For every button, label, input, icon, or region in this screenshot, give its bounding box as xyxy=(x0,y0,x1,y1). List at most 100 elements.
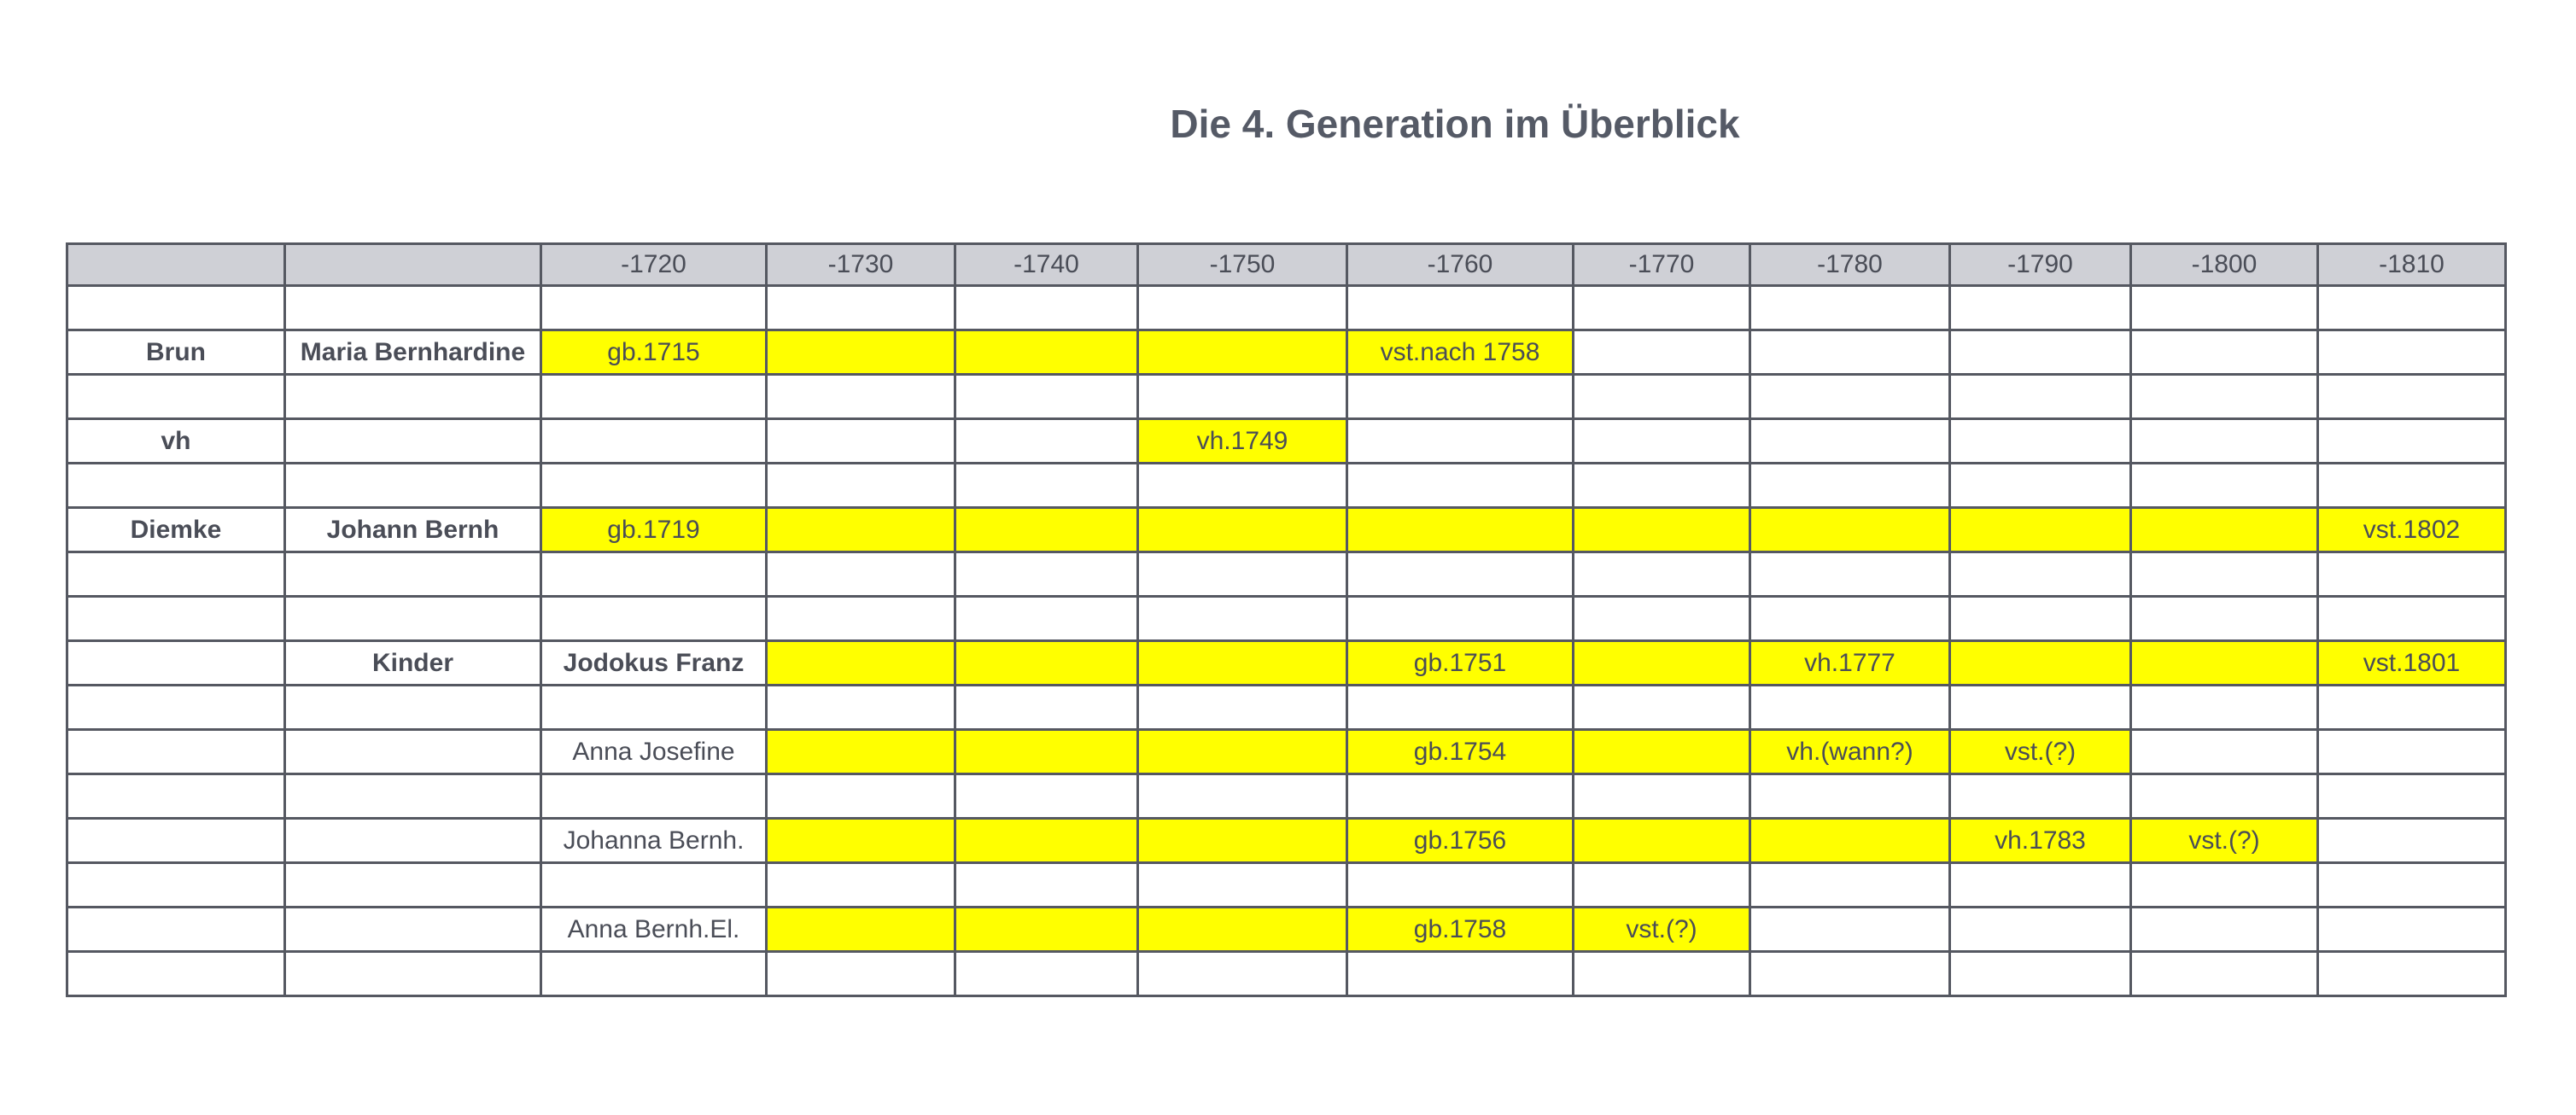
table-row: Johanna Bernh. gb.1756 vh.1783 vst.(?) xyxy=(66,817,2507,864)
table-cell: vh.(wann?) xyxy=(1749,728,1951,775)
table-cell xyxy=(540,462,768,509)
table-cell: gb.1754 xyxy=(1346,728,1574,775)
table-cell xyxy=(283,773,542,820)
table-row: Brun Maria Bernhardine gb.1715 vst.nach 175… xyxy=(66,329,2507,376)
table-cell xyxy=(1572,950,1751,997)
table-cell xyxy=(66,906,286,953)
table-cell xyxy=(2129,373,2319,420)
table-cell xyxy=(2316,462,2507,509)
table-cell xyxy=(1948,950,2132,997)
table-cell xyxy=(2129,773,2319,820)
table-row xyxy=(66,773,2507,820)
table-cell xyxy=(765,417,956,464)
table-cell: vst.(?) xyxy=(2129,817,2319,864)
table-cell: vh.1749 xyxy=(1136,417,1348,464)
table-cell xyxy=(765,906,956,953)
table-cell xyxy=(954,284,1139,331)
table-cell xyxy=(540,950,768,997)
table-cell xyxy=(283,684,542,731)
table-cell xyxy=(1749,906,1951,953)
table-cell xyxy=(1572,506,1751,553)
table-cell xyxy=(954,773,1139,820)
table-cell xyxy=(2316,817,2507,864)
table-cell xyxy=(765,551,956,598)
table-cell xyxy=(1749,373,1951,420)
year-header: -1810 xyxy=(2316,242,2507,287)
table-cell xyxy=(283,417,542,464)
table-cell xyxy=(1572,417,1751,464)
table-cell xyxy=(2129,284,2319,331)
table-cell xyxy=(1136,462,1348,509)
table-row: Anna Josefine gb.1754 vh.(wann?) vst.(?) xyxy=(66,728,2507,775)
table-cell xyxy=(2129,462,2319,509)
table-cell xyxy=(954,906,1139,953)
table-cell xyxy=(1346,950,1574,997)
table-cell: Anna Bernh.El. xyxy=(540,906,768,953)
table-cell xyxy=(1948,462,2132,509)
table-row xyxy=(66,684,2507,731)
table-cell xyxy=(1572,373,1751,420)
table-cell xyxy=(66,551,286,598)
table-row: Diemke Johann Bernh gb.1719 vst.1802 xyxy=(66,506,2507,553)
header-cell xyxy=(283,242,542,287)
table-cell xyxy=(954,506,1139,553)
table-cell: vh.1783 xyxy=(1948,817,2132,864)
table-cell xyxy=(1346,861,1574,908)
table-cell xyxy=(954,329,1139,376)
table-cell xyxy=(283,373,542,420)
table-cell xyxy=(1346,462,1574,509)
year-header: -1800 xyxy=(2129,242,2319,287)
table-cell xyxy=(1136,284,1348,331)
table-cell xyxy=(1572,462,1751,509)
table-cell xyxy=(540,861,768,908)
year-header: -1760 xyxy=(1346,242,1574,287)
table-cell xyxy=(765,773,956,820)
table-cell xyxy=(283,595,542,642)
table-cell xyxy=(1948,639,2132,686)
table-cell: vst.(?) xyxy=(1572,906,1751,953)
table-cell: vst.nach 1758 xyxy=(1346,329,1574,376)
table-cell xyxy=(540,595,768,642)
table-cell xyxy=(1749,950,1951,997)
table-cell xyxy=(954,417,1139,464)
table-cell xyxy=(1948,773,2132,820)
table-cell xyxy=(2129,684,2319,731)
table-cell xyxy=(2129,417,2319,464)
table-cell xyxy=(540,284,768,331)
table-cell xyxy=(1346,417,1574,464)
table-cell xyxy=(1749,506,1951,553)
table-cell xyxy=(1572,595,1751,642)
table-cell xyxy=(2316,684,2507,731)
table-cell xyxy=(954,861,1139,908)
table-cell: Kinder xyxy=(283,639,542,686)
table-cell xyxy=(2129,551,2319,598)
table-cell xyxy=(283,950,542,997)
table-cell xyxy=(1136,329,1348,376)
table-cell xyxy=(1346,773,1574,820)
table-cell xyxy=(2129,595,2319,642)
table-cell xyxy=(2129,861,2319,908)
table-cell xyxy=(765,462,956,509)
table-cell xyxy=(765,861,956,908)
table-cell xyxy=(2316,906,2507,953)
table-cell xyxy=(1136,906,1348,953)
table-cell xyxy=(66,595,286,642)
table-cell: vst.1801 xyxy=(2316,639,2507,686)
table-cell xyxy=(66,950,286,997)
table-cell xyxy=(2129,639,2319,686)
table-cell xyxy=(1346,595,1574,642)
table-cell xyxy=(1572,684,1751,731)
table-cell xyxy=(1572,728,1751,775)
year-header: -1720 xyxy=(540,242,768,287)
table-cell xyxy=(1948,417,2132,464)
table-cell xyxy=(1749,284,1951,331)
table-row xyxy=(66,284,2507,331)
table-cell xyxy=(2129,329,2319,376)
table-cell xyxy=(283,817,542,864)
table-cell xyxy=(1346,373,1574,420)
year-header: -1730 xyxy=(765,242,956,287)
table-cell xyxy=(1572,284,1751,331)
table-cell: gb.1758 xyxy=(1346,906,1574,953)
table-cell xyxy=(765,595,956,642)
